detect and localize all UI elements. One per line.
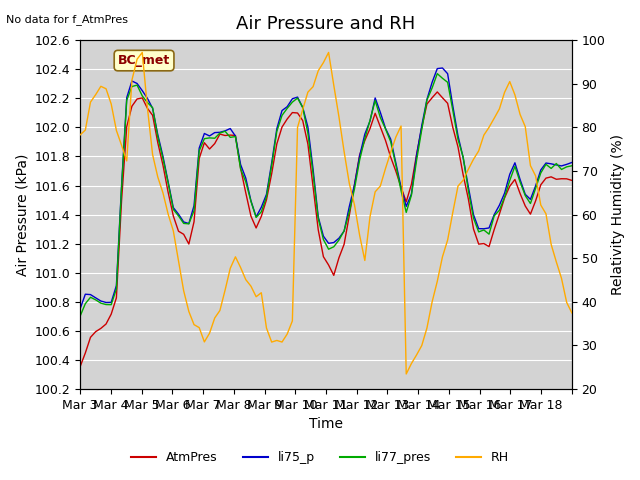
Text: BC_met: BC_met [118,54,170,67]
Text: No data for f_AtmPres: No data for f_AtmPres [6,14,129,25]
X-axis label: Time: Time [309,418,343,432]
Y-axis label: Air Pressure (kPa): Air Pressure (kPa) [15,154,29,276]
Legend: AtmPres, li75_p, li77_pres, RH: AtmPres, li75_p, li77_pres, RH [126,446,514,469]
Title: Air Pressure and RH: Air Pressure and RH [236,15,415,33]
Y-axis label: Relativity Humidity (%): Relativity Humidity (%) [611,134,625,295]
